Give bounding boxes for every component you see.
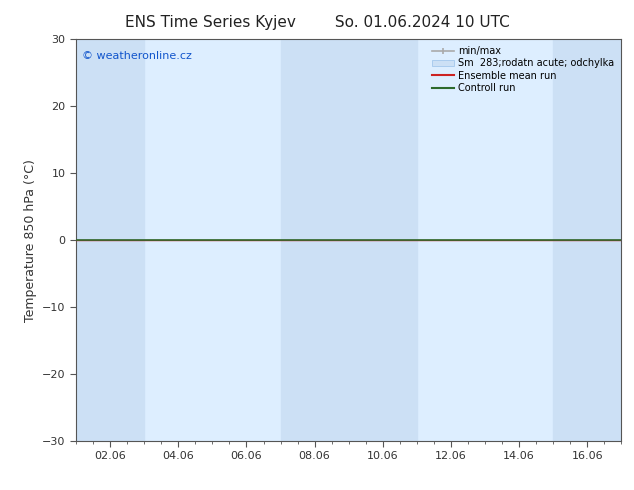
Text: ENS Time Series Kyjev        So. 01.06.2024 10 UTC: ENS Time Series Kyjev So. 01.06.2024 10 … xyxy=(125,15,509,30)
Bar xyxy=(553,39,621,441)
Bar xyxy=(76,39,144,441)
Y-axis label: Temperature 850 hPa (°C): Temperature 850 hPa (°C) xyxy=(23,159,37,321)
Bar xyxy=(280,39,417,441)
Text: © weatheronline.cz: © weatheronline.cz xyxy=(82,51,191,61)
Legend: min/max, Sm  283;rodatn acute; odchylka, Ensemble mean run, Controll run: min/max, Sm 283;rodatn acute; odchylka, … xyxy=(430,44,616,95)
